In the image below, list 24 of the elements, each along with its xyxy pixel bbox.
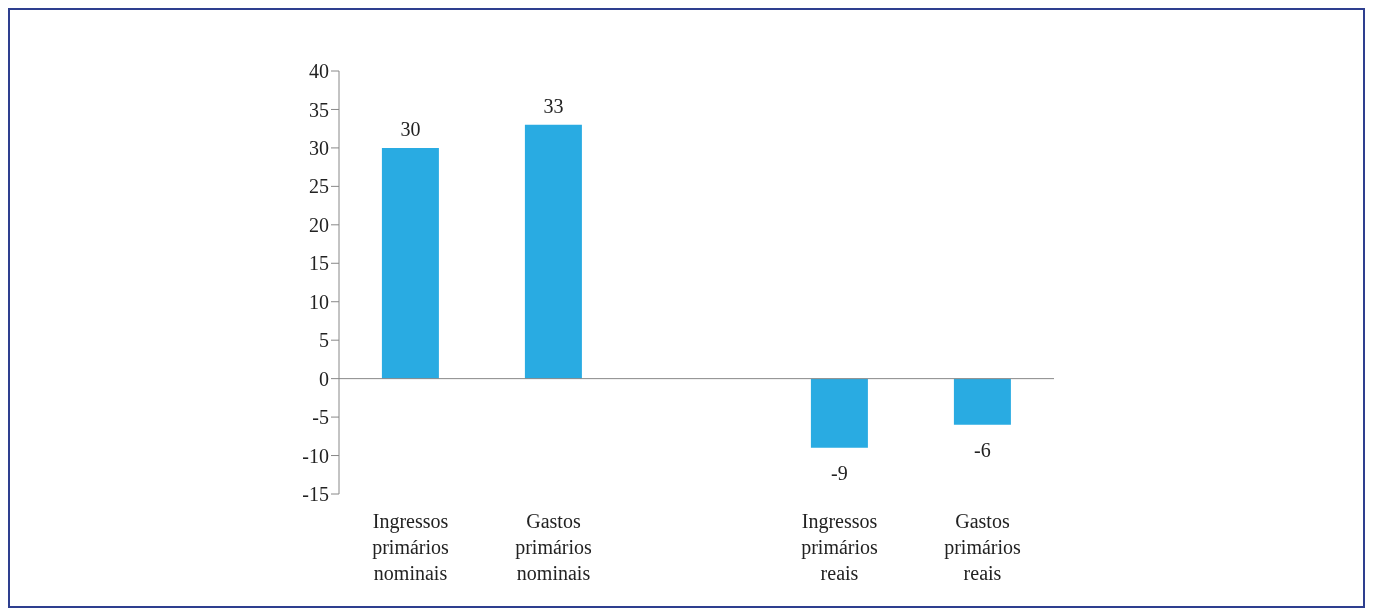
x-tick-label: Ingressos primários nominais xyxy=(372,510,450,584)
y-tick-label: 30 xyxy=(309,137,329,160)
bar xyxy=(524,124,582,379)
x-tick-label: Ingressos primários reais xyxy=(801,510,879,584)
y-tick-label: -5 xyxy=(312,406,329,429)
y-tick-label: 0 xyxy=(319,367,329,390)
bar xyxy=(810,378,868,448)
y-tick-label: 35 xyxy=(309,98,329,121)
y-tick-label: 10 xyxy=(309,290,329,313)
data-label: -6 xyxy=(974,438,991,461)
y-tick-label: 5 xyxy=(319,329,329,352)
y-tick-label: -15 xyxy=(302,483,329,506)
y-tick-label: 25 xyxy=(309,175,329,198)
data-label: 30 xyxy=(400,117,421,140)
y-tick-label: 20 xyxy=(309,213,329,236)
data-label: -9 xyxy=(831,461,848,484)
y-tick-label: -10 xyxy=(302,444,329,467)
bar xyxy=(953,378,1011,425)
y-tick-label: 40 xyxy=(309,60,329,83)
x-tick-label: Gastos primários reais xyxy=(944,510,1022,584)
y-tick-label: 15 xyxy=(309,252,329,275)
bar xyxy=(381,147,439,379)
x-tick-label: Gastos primários nominais xyxy=(515,510,593,584)
data-label: 33 xyxy=(543,94,564,117)
